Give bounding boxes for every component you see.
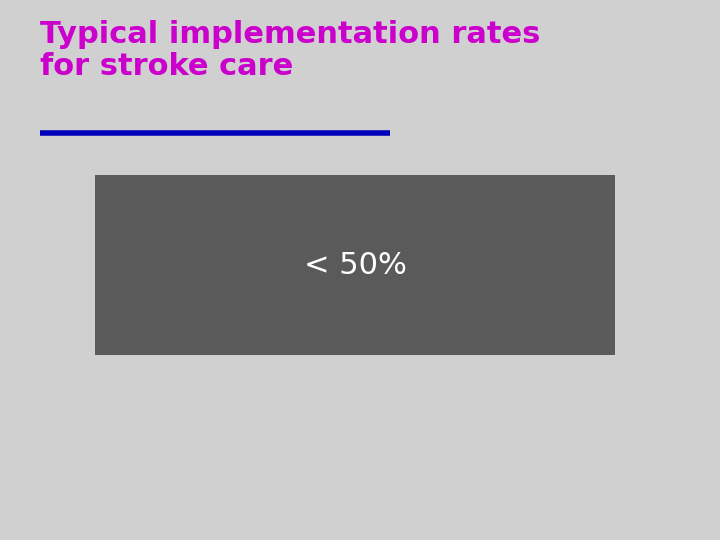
Text: Typical implementation rates
for stroke care: Typical implementation rates for stroke … bbox=[40, 20, 541, 82]
Text: < 50%: < 50% bbox=[304, 251, 406, 280]
Bar bbox=[95, 175, 615, 355]
